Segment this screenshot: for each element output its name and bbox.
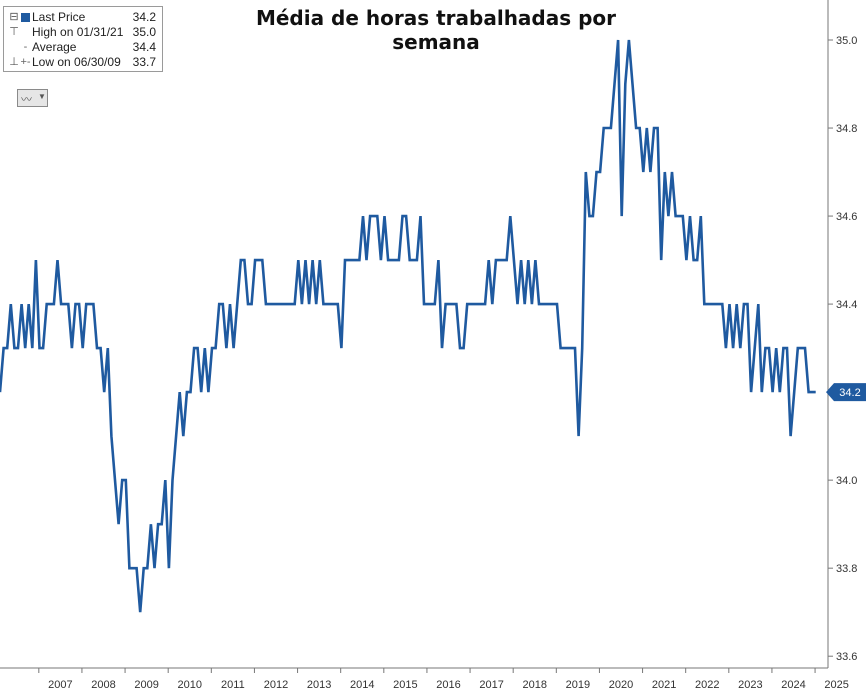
- series-swatch: [21, 13, 30, 22]
- x-tick-label: 2024: [781, 679, 805, 691]
- high-marker-icon: ⊤: [9, 26, 19, 38]
- legend-value: 34.2: [132, 10, 156, 24]
- y-tick-label: 35.0: [836, 35, 857, 47]
- x-tick-label: 2014: [350, 679, 374, 691]
- legend: ⊟ Last Price 34.2 ⊤ High on 01/31/21 35.…: [3, 6, 163, 72]
- collapse-icon[interactable]: ⊟: [9, 11, 19, 23]
- x-tick-label: 2019: [566, 679, 590, 691]
- x-tick-label: 2010: [178, 679, 202, 691]
- x-tick-label: 2011: [221, 679, 245, 691]
- x-tick-label: 2013: [307, 679, 331, 691]
- x-tick-label: 2021: [652, 679, 676, 691]
- x-tick-label: 2012: [264, 679, 288, 691]
- x-tick-label: 2018: [523, 679, 547, 691]
- chart-type-button[interactable]: 〰 ▼: [17, 89, 48, 107]
- last-value-label: 34.2: [839, 387, 860, 399]
- y-tick-label: 34.8: [836, 123, 857, 135]
- legend-row-high[interactable]: ⊤ High on 01/31/21 35.0: [4, 25, 162, 40]
- legend-row-average[interactable]: -+- Average 34.4: [4, 40, 162, 68]
- x-tick-label: 2008: [91, 679, 115, 691]
- x-tick-label: 2022: [695, 679, 719, 691]
- average-marker-icon: -+-: [20, 41, 31, 68]
- y-tick-label: 33.8: [836, 563, 857, 575]
- chart-title: Média de horas trabalhadas por semana: [255, 6, 617, 54]
- legend-row-last-price[interactable]: ⊟ Last Price 34.2: [4, 10, 162, 25]
- legend-label: Average: [32, 40, 77, 54]
- legend-label: Low on 06/30/09: [32, 55, 121, 69]
- x-tick-label: 2016: [436, 679, 460, 691]
- chevron-down-icon: ▼: [38, 92, 46, 101]
- x-tick-label: 2025: [824, 679, 848, 691]
- line-chart-icon: 〰: [21, 94, 32, 106]
- x-tick-label: 2007: [48, 679, 72, 691]
- legend-row-low[interactable]: ⊥ Low on 06/30/09 33.7: [4, 55, 162, 70]
- last-value-marker: [826, 383, 866, 402]
- y-tick-label: 34.4: [836, 299, 857, 311]
- y-tick-label: 33.6: [836, 651, 857, 663]
- x-tick-label: 2017: [479, 679, 503, 691]
- x-tick-label: 2023: [738, 679, 762, 691]
- x-tick-label: 2015: [393, 679, 417, 691]
- legend-value: 33.7: [132, 55, 156, 69]
- legend-value: 35.0: [132, 25, 156, 39]
- legend-value: 34.4: [132, 40, 156, 54]
- y-tick-label: 34.6: [836, 211, 857, 223]
- x-tick-label: 2009: [134, 679, 158, 691]
- legend-label: High on 01/31/21: [32, 25, 124, 39]
- legend-label: Last Price: [32, 10, 86, 24]
- series-line: [0, 39, 816, 613]
- low-marker-icon: ⊥: [9, 56, 19, 68]
- y-tick-label: 34.0: [836, 475, 857, 487]
- x-tick-label: 2020: [609, 679, 633, 691]
